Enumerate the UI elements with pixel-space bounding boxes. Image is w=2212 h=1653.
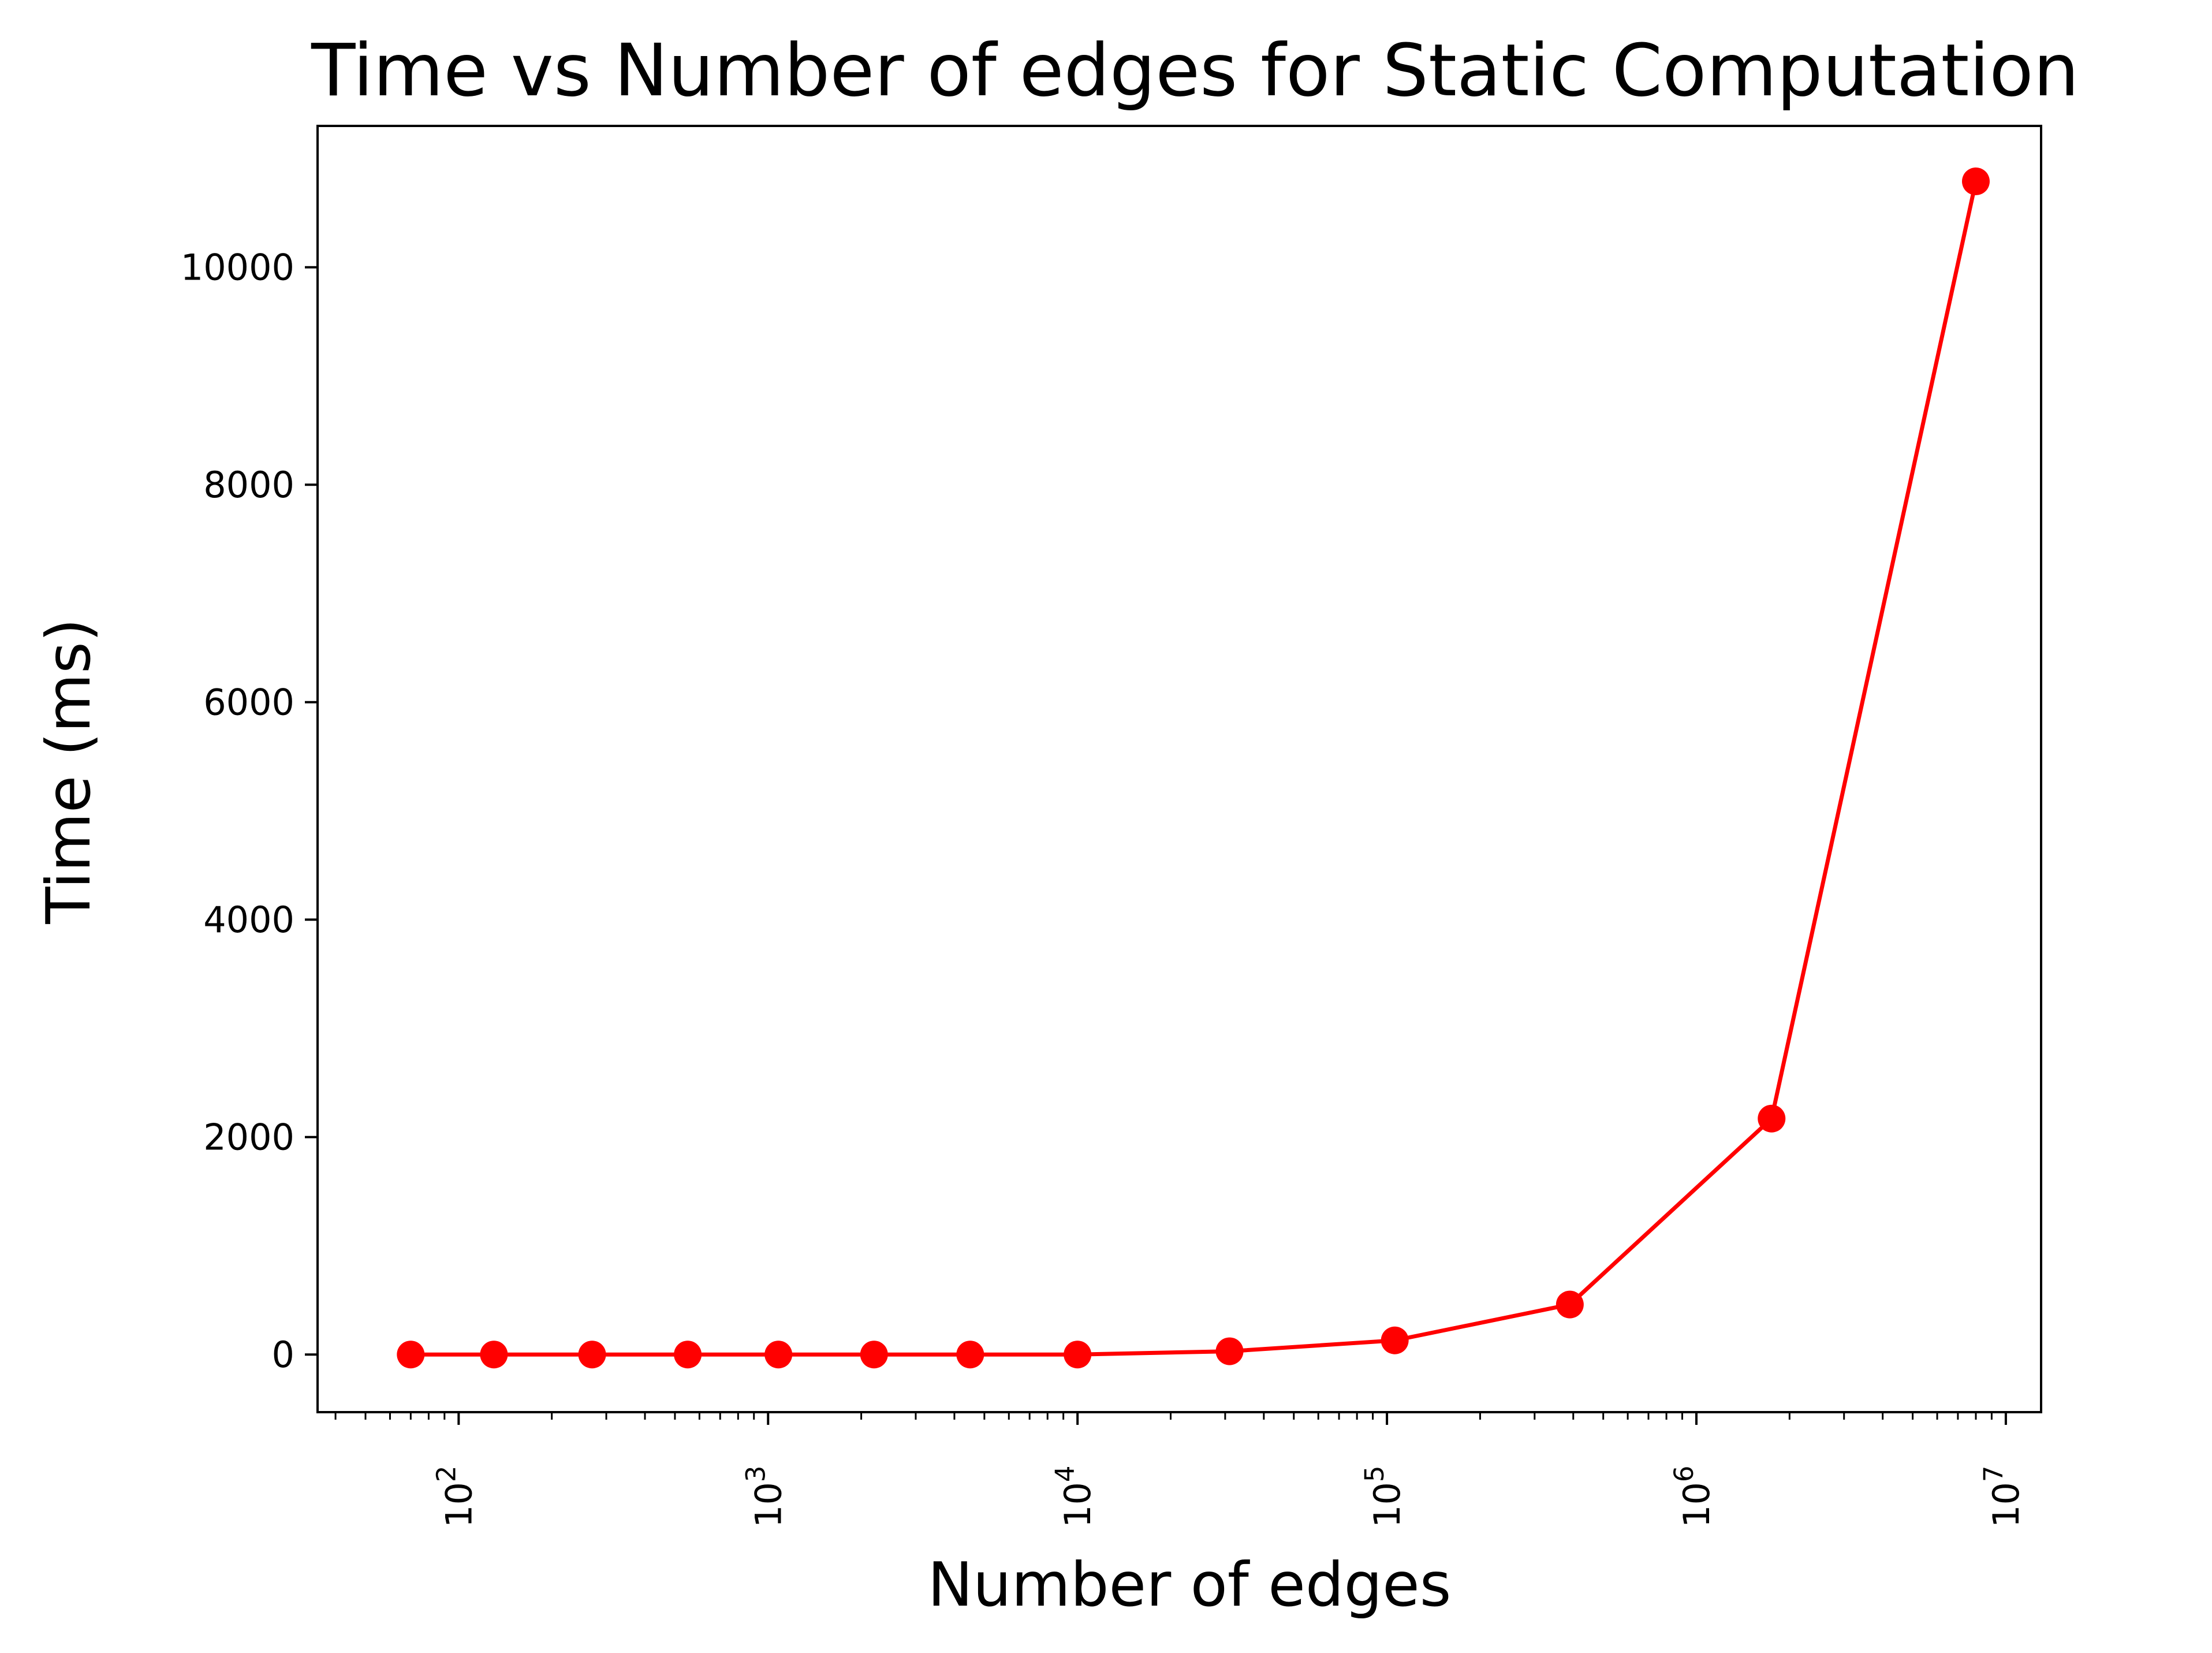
x-tick-label-text: 105 bbox=[1359, 1465, 1408, 1528]
x-tick-base: 10 bbox=[1676, 1482, 1718, 1528]
x-tick-exponent: 7 bbox=[1978, 1465, 2009, 1482]
series-layer bbox=[397, 167, 1990, 1369]
y-tick-label: 2000 bbox=[203, 1116, 294, 1159]
x-tick-label-text: 104 bbox=[1050, 1465, 1099, 1528]
data-point bbox=[860, 1341, 888, 1369]
data-point bbox=[956, 1341, 984, 1369]
data-point bbox=[764, 1341, 793, 1369]
x-tick-base: 10 bbox=[1985, 1482, 2027, 1528]
x-tick-exponent: 2 bbox=[431, 1465, 461, 1482]
x-tick-label-text: 106 bbox=[1669, 1465, 1718, 1528]
data-point bbox=[1556, 1290, 1584, 1319]
x-tick-base: 10 bbox=[1366, 1482, 1408, 1528]
data-point bbox=[1961, 167, 1990, 196]
y-tick-label: 10000 bbox=[181, 247, 294, 289]
y-tick-label: 6000 bbox=[203, 682, 294, 724]
x-tick-exponent: 4 bbox=[1050, 1465, 1080, 1482]
data-point bbox=[1215, 1337, 1244, 1365]
x-tick-label-text: 102 bbox=[431, 1465, 480, 1528]
x-tick-label: 102 bbox=[431, 1465, 480, 1528]
x-axis-label: Number of edges bbox=[928, 1550, 1452, 1620]
x-tick-label: 106 bbox=[1669, 1465, 1718, 1528]
x-tick-base: 10 bbox=[1057, 1482, 1099, 1528]
data-point bbox=[1381, 1326, 1409, 1354]
x-tick-label: 103 bbox=[740, 1465, 789, 1528]
data-point bbox=[397, 1341, 425, 1369]
chart-title: Time vs Number of edges for Static Compu… bbox=[311, 29, 2079, 113]
data-point bbox=[1064, 1341, 1092, 1369]
x-tick-exponent: 3 bbox=[740, 1465, 771, 1482]
data-point bbox=[674, 1341, 702, 1369]
x-tick-label: 104 bbox=[1050, 1465, 1099, 1528]
x-tick-label: 105 bbox=[1359, 1465, 1408, 1528]
x-tick-exponent: 5 bbox=[1359, 1465, 1390, 1482]
x-tick-label: 107 bbox=[1978, 1465, 2027, 1528]
x-tick-exponent: 6 bbox=[1669, 1465, 1699, 1482]
x-tick-label-text: 107 bbox=[1978, 1465, 2027, 1528]
data-point bbox=[480, 1341, 508, 1369]
x-tick-base: 10 bbox=[747, 1482, 789, 1528]
data-point bbox=[1758, 1104, 1786, 1133]
x-tick-base: 10 bbox=[438, 1482, 480, 1528]
y-tick-label: 8000 bbox=[203, 464, 294, 506]
y-axis-label: Time (ms) bbox=[33, 618, 104, 924]
y-tick-label: 0 bbox=[272, 1334, 294, 1376]
y-axis-ticks: 0 2000 4000 6000 8000 10000 bbox=[181, 247, 318, 1376]
data-point bbox=[578, 1341, 606, 1369]
y-tick-label: 4000 bbox=[203, 899, 294, 941]
plot-frame bbox=[316, 125, 2042, 1413]
x-tick-label-text: 103 bbox=[740, 1465, 789, 1528]
